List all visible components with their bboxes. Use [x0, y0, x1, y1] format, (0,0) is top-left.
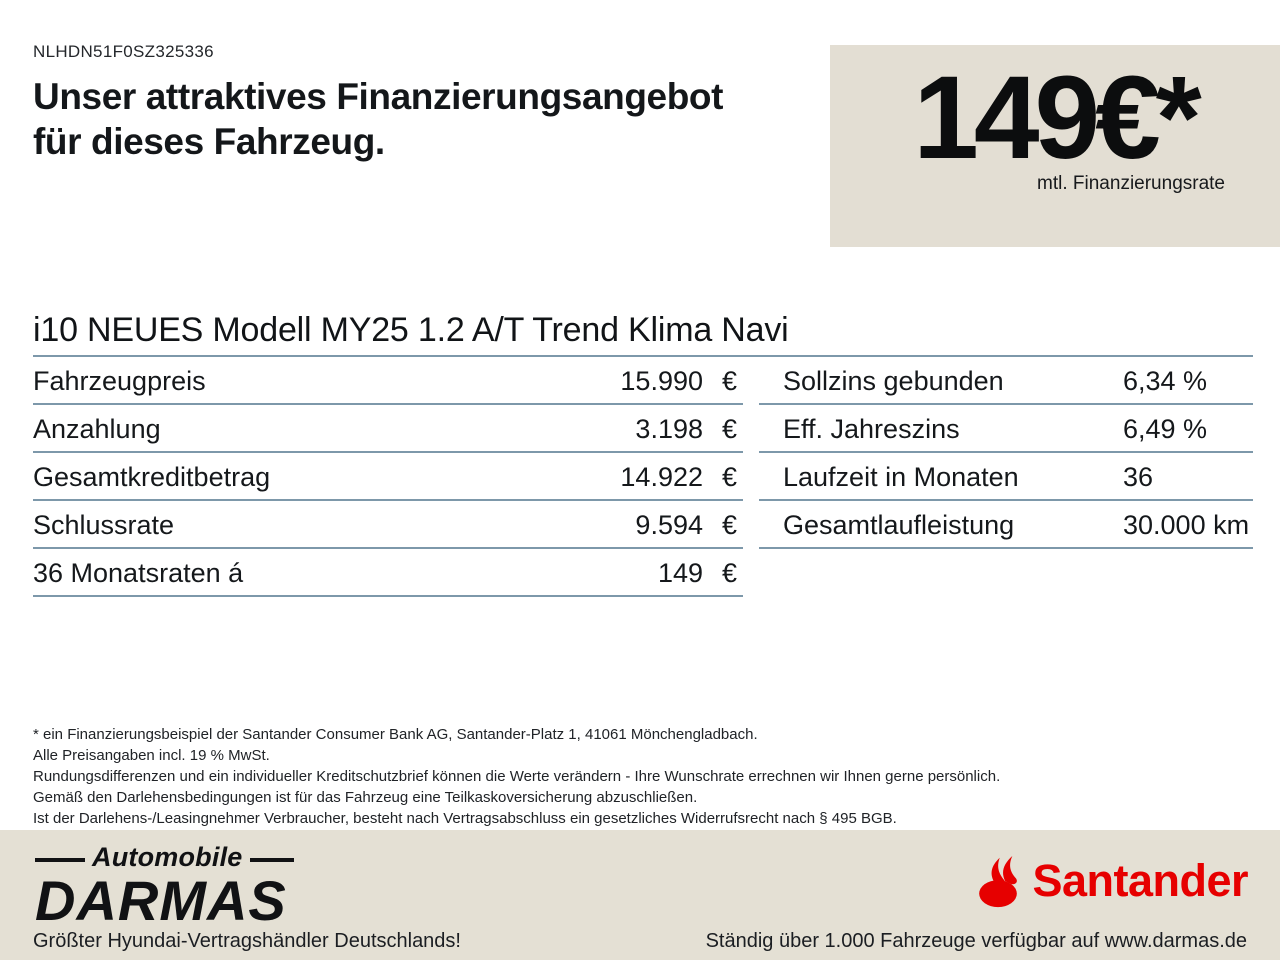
logo-rule-right	[249, 857, 294, 862]
finance-row-value: 15.990	[620, 366, 703, 396]
dealer-tagline: Größter Hyundai-Vertragshändler Deutschl…	[33, 930, 461, 952]
fine-print-line: Alle Preisangaben incl. 19 % MwSt.	[33, 747, 270, 765]
finance-row: 36 Monatsraten á 149 €	[33, 549, 743, 597]
finance-row-value: 36	[1123, 462, 1154, 492]
finance-row-label: Eff. Jahreszins	[783, 414, 960, 444]
finance-row-value: 14.922	[620, 462, 703, 492]
fine-print-line: Gemäß den Darlehensbedingungen ist für d…	[33, 789, 698, 807]
monthly-rate-amount: 149€*	[913, 52, 1201, 184]
finance-offer-main: i10 NEUES Modell MY25 1.2 A/T Trend Klim…	[33, 311, 1253, 830]
finance-table: Fahrzeugpreis 15.990 € Anzahlung 3.198 €…	[33, 357, 1253, 597]
vehicle-vin: NLHDN51F0SZ325336	[33, 42, 214, 61]
dealer-logo-name: DARMAS	[35, 869, 287, 932]
finance-row-label: Gesamtkreditbetrag	[33, 462, 271, 492]
finance-row-label: 36 Monatsraten á	[33, 558, 244, 588]
finance-row-label: Laufzeit in Monaten	[783, 462, 1019, 492]
finance-row-unit: €	[721, 462, 737, 492]
finance-row-label: Fahrzeugpreis	[33, 366, 206, 396]
legal-fine-print: * ein Finanzierungsbeispiel der Santande…	[33, 725, 1253, 829]
dealer-logo-subtitle: Automobile	[92, 842, 243, 872]
finance-row-label: Anzahlung	[33, 414, 161, 444]
finance-row-value: 9.594	[635, 510, 703, 540]
finance-row: Gesamtlaufleistung 30.000 km	[759, 501, 1253, 549]
offer-headline-line2: für dieses Fahrzeug.	[33, 121, 385, 163]
dealer-logo: Automobile DARMAS	[35, 842, 294, 932]
finance-row-label: Schlussrate	[33, 510, 175, 540]
finance-row-unit: €	[721, 366, 737, 396]
finance-row-unit: €	[721, 414, 737, 444]
bank-tagline: Ständig über 1.000 Fahrzeuge verfügbar a…	[705, 930, 1247, 952]
finance-row: Gesamtkreditbetrag 14.922 €	[33, 453, 743, 501]
finance-table-right-column: Sollzins gebunden 6,34 % Eff. Jahreszins…	[759, 357, 1253, 597]
vehicle-title: i10 NEUES Modell MY25 1.2 A/T Trend Klim…	[33, 311, 1253, 357]
fine-print-line: * ein Finanzierungsbeispiel der Santande…	[33, 726, 758, 743]
finance-row: Fahrzeugpreis 15.990 €	[33, 357, 743, 405]
fine-print-line: Rundungsdifferenzen und ein individuelle…	[33, 768, 1001, 786]
finance-row-label: Gesamtlaufleistung	[783, 510, 1015, 540]
finance-row-value: 6,34 %	[1123, 366, 1208, 396]
monthly-rate-box: 149€* mtl. Finanzierungsrate	[830, 45, 1280, 247]
finance-row: Anzahlung 3.198 €	[33, 405, 743, 453]
finance-row-value: 3.198	[635, 414, 703, 444]
offer-headline: Unser attraktives Finanzierungsangebot f…	[33, 74, 723, 164]
finance-row-value: 149	[657, 558, 703, 588]
finance-row-value: 30.000 km	[1123, 510, 1250, 540]
monthly-rate-caption: mtl. Finanzierungsrate	[1037, 173, 1225, 194]
finance-row-label: Sollzins gebunden	[783, 366, 1004, 396]
finance-row: Sollzins gebunden 6,34 %	[759, 357, 1253, 405]
logo-rule-left	[35, 857, 85, 862]
dealer-logo-top: Automobile	[35, 842, 294, 873]
finance-row-unit: €	[721, 558, 737, 588]
santander-flame-icon	[979, 856, 1018, 908]
offer-headline-line1: Unser attraktives Finanzierungsangebot	[33, 76, 724, 117]
finance-row: Eff. Jahreszins 6,49 %	[759, 405, 1253, 453]
santander-logo-text: Santander	[1032, 854, 1248, 906]
finance-table-left-column: Fahrzeugpreis 15.990 € Anzahlung 3.198 €…	[33, 357, 743, 597]
finance-row-unit: €	[721, 510, 737, 540]
footer-bar: Automobile DARMAS Größter Hyundai-Vertra…	[0, 830, 1280, 960]
finance-row: Laufzeit in Monaten 36	[759, 453, 1253, 501]
finance-row-value: 6,49 %	[1123, 414, 1208, 444]
finance-row: Schlussrate 9.594 €	[33, 501, 743, 549]
header-left-block: NLHDN51F0SZ325336 Unser attraktives Fina…	[33, 42, 723, 164]
fine-print-line: Ist der Darlehens-/Leasingnehmer Verbrau…	[33, 810, 897, 828]
santander-logo: Santander	[974, 852, 1248, 908]
